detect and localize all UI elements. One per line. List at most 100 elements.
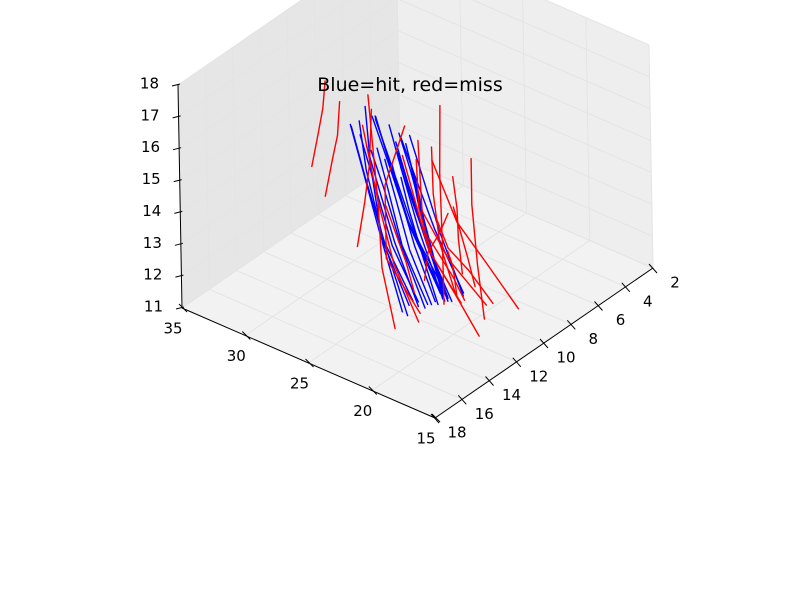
y-tick-mark [621,282,631,293]
trace-miss [446,250,458,299]
trace-miss [385,204,415,294]
trace-miss [356,108,373,248]
x-tick-mark [305,358,314,368]
traces [311,80,520,337]
grid-line-y-floor [236,270,490,381]
y-tick-label: 2 [670,274,680,292]
z-tick-mark [175,306,185,310]
trace-miss [470,157,486,320]
grid-line-z-left [179,30,398,182]
z-tick-label: 17 [141,106,160,124]
grid-line-z-right [398,93,653,205]
trace-hit [400,166,453,303]
trace-hit [384,158,433,306]
x-tick-label: 25 [290,375,309,393]
chart-title: Blue=hit, red=miss [317,74,502,96]
z-tick-label: 16 [141,138,160,156]
y-tick-label: 14 [502,386,521,404]
z-axis-line [177,84,183,309]
trace-miss [452,206,476,288]
y-tick-label: 8 [589,330,599,348]
y-tick-mark [430,413,440,424]
grid-line-z-right [397,30,651,142]
y-tick-mark [485,376,494,386]
grid-line-y-floor [209,288,463,400]
x-axis-line [181,307,436,419]
z-tick-mark [175,274,184,278]
tick-marks [171,83,658,424]
y-tick-label: 4 [643,292,653,310]
y-tick-label: 12 [529,367,548,385]
trace-miss [311,80,326,168]
grid-line-y-wall [286,9,292,234]
x-tick-label: 15 [416,430,435,448]
trace-hit [400,137,465,294]
grid-line-z-right [399,125,653,237]
grid-line-x-wall [459,0,464,186]
grid-line-z-right [399,157,654,269]
x-tick-label: 30 [227,347,246,365]
trace-miss [367,94,396,330]
x-tick-mark [431,413,441,423]
grid-line-z-right [471,0,650,78]
trace-hit [350,125,414,302]
trace-miss [428,237,466,301]
y-tick-label: 18 [447,424,466,442]
trace-hit [359,134,420,303]
z-tick-mark [173,179,182,183]
grid-line-z-left [181,157,401,309]
grid-line-y-wall [259,28,265,252]
x-tick-mark [241,331,251,340]
z-tick-label: 12 [143,266,162,284]
trace-miss [417,139,487,306]
y-tick-mark [457,394,467,405]
grid-line-z-left [178,0,397,150]
z-tick-label: 15 [142,170,161,188]
z-tick-label: 11 [144,298,163,316]
x-tick-mark [178,303,188,313]
z-tick-label: 14 [142,202,161,220]
y-tick-mark [594,301,603,311]
z-tick-mark [172,115,181,119]
trace-miss [401,154,480,337]
trace-miss [439,104,445,305]
grid-line-z-left [177,0,303,86]
y-tick-mark [566,319,576,330]
trace-miss [324,100,341,197]
grid-line-z-left [180,61,399,213]
grid-line-y-wall [204,66,210,290]
y-tick-label: 6 [616,311,626,329]
x-tick-label: 35 [163,320,182,338]
grid-line-z-right [398,61,652,173]
trace-hit [370,149,426,309]
x-tick-mark [368,386,378,395]
z-tick-mark [171,83,181,87]
grid-line-x-wall [522,0,527,214]
grid-line-y-floor [345,195,599,306]
trace-hit [388,124,444,300]
y-tick-label: 16 [475,405,494,423]
y-tick-mark [648,263,658,274]
trace-hit [374,118,441,294]
trace-miss [431,159,520,310]
grid-line-x-wall [585,17,591,241]
grid-line-y-wall [313,0,319,215]
grid-line-z-left [178,0,350,118]
z-tick-mark [174,210,183,214]
grid-line-z-right [398,0,651,110]
trace-miss [384,125,421,315]
trace-hit [376,147,429,306]
grid-line-x-wall [648,44,654,269]
x-tick-label: 20 [353,402,372,420]
z-tick-label: 13 [143,234,162,252]
z-tick-label: 18 [140,75,159,93]
grid-line-y-wall [396,0,401,159]
trace-miss [423,212,449,281]
grid-line-z-left [180,93,400,245]
z-tick-mark [174,242,184,246]
z-tick-mark [172,147,182,151]
grid-line-y-floor [372,176,626,288]
